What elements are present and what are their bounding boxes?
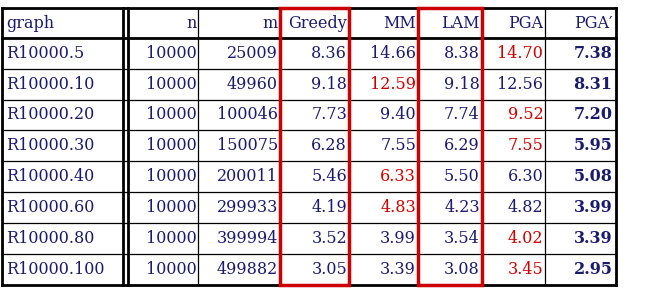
Text: 5.50: 5.50 — [444, 168, 480, 185]
Text: 7.74: 7.74 — [444, 106, 480, 123]
Text: n: n — [186, 14, 196, 32]
Text: 3.05: 3.05 — [312, 261, 347, 278]
Text: 3.39: 3.39 — [380, 261, 416, 278]
Text: R10000.20: R10000.20 — [6, 106, 94, 123]
Text: 25009: 25009 — [227, 45, 278, 62]
Text: 6.33: 6.33 — [380, 168, 416, 185]
Text: PGA: PGA — [509, 14, 543, 32]
Text: 100046: 100046 — [217, 106, 278, 123]
Text: 399994: 399994 — [216, 230, 278, 247]
Text: 10000: 10000 — [145, 106, 196, 123]
Text: 3.08: 3.08 — [444, 261, 480, 278]
Text: 4.82: 4.82 — [508, 199, 543, 216]
Text: R10000.10: R10000.10 — [6, 76, 94, 93]
Text: 12.59: 12.59 — [370, 76, 416, 93]
Text: 12.56: 12.56 — [497, 76, 543, 93]
Text: 7.73: 7.73 — [311, 106, 347, 123]
Text: 8.31: 8.31 — [574, 76, 612, 93]
Text: 10000: 10000 — [145, 230, 196, 247]
Text: 499882: 499882 — [217, 261, 278, 278]
Text: 200011: 200011 — [217, 168, 278, 185]
Text: 4.02: 4.02 — [508, 230, 543, 247]
Text: R10000.40: R10000.40 — [6, 168, 94, 185]
Text: 9.18: 9.18 — [444, 76, 480, 93]
Text: 14.66: 14.66 — [370, 45, 416, 62]
Text: 5.95: 5.95 — [574, 137, 612, 154]
Text: R10000.5: R10000.5 — [6, 45, 84, 62]
Text: 299933: 299933 — [216, 199, 278, 216]
Text: Greedy: Greedy — [288, 14, 347, 32]
Text: 3.99: 3.99 — [574, 199, 612, 216]
Text: 10000: 10000 — [145, 137, 196, 154]
Text: 49960: 49960 — [227, 76, 278, 93]
Text: 8.36: 8.36 — [311, 45, 347, 62]
Text: MM: MM — [383, 14, 416, 32]
Text: 7.38: 7.38 — [574, 45, 612, 62]
Text: 10000: 10000 — [145, 261, 196, 278]
Text: 4.83: 4.83 — [381, 199, 416, 216]
Text: 3.45: 3.45 — [508, 261, 543, 278]
Text: 150075: 150075 — [217, 137, 278, 154]
Text: 5.08: 5.08 — [574, 168, 612, 185]
Text: 3.52: 3.52 — [312, 230, 347, 247]
Text: 7.55: 7.55 — [380, 137, 416, 154]
Text: m: m — [263, 14, 278, 32]
Text: 6.30: 6.30 — [508, 168, 543, 185]
Text: 5.46: 5.46 — [312, 168, 347, 185]
Text: 10000: 10000 — [145, 76, 196, 93]
Text: 6.28: 6.28 — [312, 137, 347, 154]
Text: LAM: LAM — [442, 14, 480, 32]
Text: 9.52: 9.52 — [508, 106, 543, 123]
Text: graph: graph — [6, 14, 54, 32]
Text: R10000.80: R10000.80 — [6, 230, 94, 247]
Text: PGA′: PGA′ — [574, 14, 612, 32]
Text: 7.20: 7.20 — [574, 106, 612, 123]
Text: 3.54: 3.54 — [444, 230, 480, 247]
Text: 14.70: 14.70 — [498, 45, 543, 62]
Text: 8.38: 8.38 — [444, 45, 480, 62]
Text: 9.40: 9.40 — [381, 106, 416, 123]
Text: 7.55: 7.55 — [507, 137, 543, 154]
Text: 6.29: 6.29 — [444, 137, 480, 154]
Text: 9.18: 9.18 — [311, 76, 347, 93]
Text: R10000.60: R10000.60 — [6, 199, 94, 216]
Text: R10000.30: R10000.30 — [6, 137, 94, 154]
Text: 10000: 10000 — [145, 168, 196, 185]
Text: 4.19: 4.19 — [312, 199, 347, 216]
Text: 3.39: 3.39 — [574, 230, 612, 247]
Text: 10000: 10000 — [145, 199, 196, 216]
Text: 3.99: 3.99 — [380, 230, 416, 247]
Text: R10000.100: R10000.100 — [6, 261, 105, 278]
Text: 4.23: 4.23 — [444, 199, 480, 216]
Text: 2.95: 2.95 — [574, 261, 612, 278]
Text: 10000: 10000 — [145, 45, 196, 62]
